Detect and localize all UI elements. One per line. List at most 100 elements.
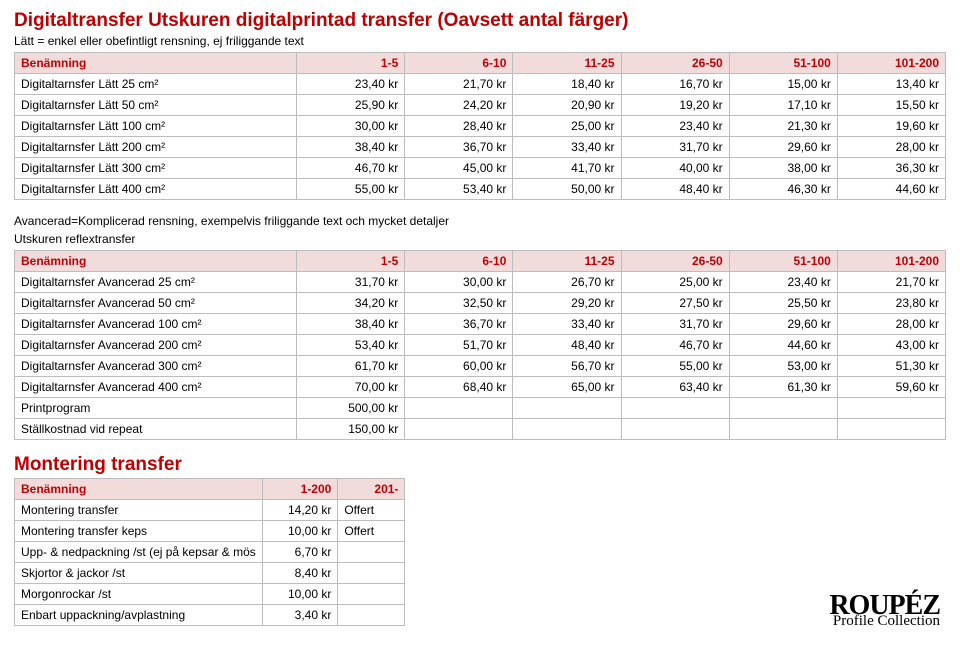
price-cell: 23,40 kr (297, 74, 405, 95)
price-cell: 45,00 kr (405, 158, 513, 179)
price-cell: 33,40 kr (513, 137, 621, 158)
price-cell (338, 584, 405, 605)
price-cell (729, 398, 837, 419)
page-title: Digitaltransfer Utskuren digitalprintad … (14, 10, 946, 32)
price-cell: 29,60 kr (729, 137, 837, 158)
price-cell: 46,70 kr (621, 335, 729, 356)
price-cell: 55,00 kr (621, 356, 729, 377)
price-cell: 21,70 kr (405, 74, 513, 95)
price-cell: 17,10 kr (729, 95, 837, 116)
table-row: Digitaltarnsfer Lätt 200 cm²38,40 kr36,7… (15, 137, 946, 158)
table-header: 51-100 (729, 251, 837, 272)
table-row: Morgonrockar /st10,00 kr (15, 584, 405, 605)
table-header: 201- (338, 479, 405, 500)
table-row: Digitaltarnsfer Avancerad 200 cm²53,40 k… (15, 335, 946, 356)
price-cell: 68,40 kr (405, 377, 513, 398)
price-cell: 15,50 kr (837, 95, 945, 116)
row-label: Digitaltarnsfer Avancerad 400 cm² (15, 377, 297, 398)
row-label: Montering transfer keps (15, 521, 263, 542)
price-cell: 24,20 kr (405, 95, 513, 116)
price-cell: 23,40 kr (729, 272, 837, 293)
table-header: Benämning (15, 53, 297, 74)
subtitle-latt: Lätt = enkel eller obefintligt rensning,… (14, 34, 946, 48)
price-cell: 25,00 kr (621, 272, 729, 293)
price-cell: 34,20 kr (297, 293, 405, 314)
price-cell: 53,00 kr (729, 356, 837, 377)
price-cell: 33,40 kr (513, 314, 621, 335)
price-cell: 51,30 kr (837, 356, 945, 377)
price-cell: 63,40 kr (621, 377, 729, 398)
price-cell: 500,00 kr (297, 398, 405, 419)
row-label: Digitaltarnsfer Avancerad 200 cm² (15, 335, 297, 356)
price-cell: 38,40 kr (297, 314, 405, 335)
table-row: Skjortor & jackor /st8,40 kr (15, 563, 405, 584)
price-cell: 25,50 kr (729, 293, 837, 314)
price-cell: 23,80 kr (837, 293, 945, 314)
row-label: Digitaltarnsfer Lätt 400 cm² (15, 179, 297, 200)
table-row: Upp- & nedpackning /st (ej på kepsar & m… (15, 542, 405, 563)
price-cell: 43,00 kr (837, 335, 945, 356)
table-header: 1-5 (297, 53, 405, 74)
price-cell: 27,50 kr (621, 293, 729, 314)
table-row: Digitaltarnsfer Lätt 100 cm²30,00 kr28,4… (15, 116, 946, 137)
price-cell (621, 419, 729, 440)
table-row: Ställkostnad vid repeat150,00 kr (15, 419, 946, 440)
table-header: 1-5 (297, 251, 405, 272)
price-cell: 44,60 kr (729, 335, 837, 356)
table-header: 6-10 (405, 53, 513, 74)
price-cell (729, 419, 837, 440)
table-header: 26-50 (621, 53, 729, 74)
price-cell: 3,40 kr (262, 605, 338, 626)
price-cell: 25,00 kr (513, 116, 621, 137)
price-cell: 28,00 kr (837, 137, 945, 158)
table-row: Digitaltarnsfer Lätt 25 cm²23,40 kr21,70… (15, 74, 946, 95)
table-row: Digitaltarnsfer Avancerad 400 cm²70,00 k… (15, 377, 946, 398)
price-cell: 18,40 kr (513, 74, 621, 95)
price-cell: 8,40 kr (262, 563, 338, 584)
price-table-montering: Benämning1-200201-Montering transfer14,2… (14, 478, 405, 626)
price-cell: 51,70 kr (405, 335, 513, 356)
price-cell: 36,70 kr (405, 314, 513, 335)
table-row: Enbart uppackning/avplastning3,40 kr (15, 605, 405, 626)
row-label: Ställkostnad vid repeat (15, 419, 297, 440)
price-cell: 29,60 kr (729, 314, 837, 335)
table-header: 51-100 (729, 53, 837, 74)
row-label: Digitaltarnsfer Lätt 25 cm² (15, 74, 297, 95)
price-cell: 19,60 kr (837, 116, 945, 137)
table-header: 11-25 (513, 251, 621, 272)
price-cell: 16,70 kr (621, 74, 729, 95)
row-label: Digitaltarnsfer Lätt 100 cm² (15, 116, 297, 137)
price-cell: 31,70 kr (621, 314, 729, 335)
table-row: Montering transfer14,20 krOffert (15, 500, 405, 521)
logo-text-sub: Profile Collection (829, 613, 940, 630)
price-cell: 55,00 kr (297, 179, 405, 200)
table-header: 101-200 (837, 251, 945, 272)
price-cell: 70,00 kr (297, 377, 405, 398)
price-cell: 59,60 kr (837, 377, 945, 398)
row-label: Digitaltarnsfer Avancerad 100 cm² (15, 314, 297, 335)
price-cell (338, 605, 405, 626)
price-cell: 25,90 kr (297, 95, 405, 116)
table-row: Digitaltarnsfer Avancerad 50 cm²34,20 kr… (15, 293, 946, 314)
price-cell: 23,40 kr (621, 116, 729, 137)
price-cell: 53,40 kr (405, 179, 513, 200)
price-cell (621, 398, 729, 419)
brand-logo: ROUPÉZ Profile Collection (829, 595, 940, 630)
table-header: 101-200 (837, 53, 945, 74)
price-cell (338, 563, 405, 584)
price-cell: 48,40 kr (513, 335, 621, 356)
price-cell: 29,20 kr (513, 293, 621, 314)
price-cell: Offert (338, 521, 405, 542)
row-label: Digitaltarnsfer Lätt 50 cm² (15, 95, 297, 116)
price-cell (513, 398, 621, 419)
price-cell: 26,70 kr (513, 272, 621, 293)
price-cell (513, 419, 621, 440)
price-cell: 48,40 kr (621, 179, 729, 200)
price-cell: 36,30 kr (837, 158, 945, 179)
price-cell: 30,00 kr (405, 272, 513, 293)
table-row: Digitaltarnsfer Lätt 400 cm²55,00 kr53,4… (15, 179, 946, 200)
price-cell (837, 398, 945, 419)
price-cell: 150,00 kr (297, 419, 405, 440)
price-cell: 61,30 kr (729, 377, 837, 398)
row-label: Digitaltarnsfer Lätt 200 cm² (15, 137, 297, 158)
